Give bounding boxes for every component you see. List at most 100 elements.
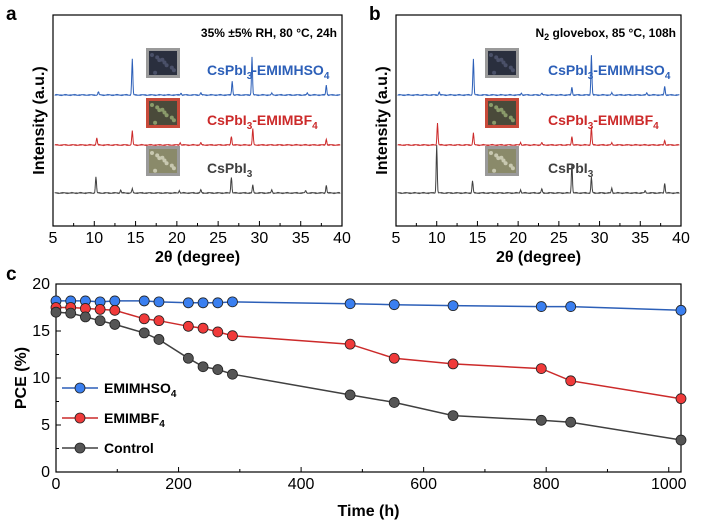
sample-photo-speck xyxy=(499,155,504,160)
series-name-part: -EMIMHSO xyxy=(252,62,324,78)
pce-point xyxy=(227,368,238,380)
series-name-part: -EMIMHSO xyxy=(593,62,665,78)
y-tick-label: 0 xyxy=(41,464,50,481)
x-tick-label: 1000 xyxy=(651,476,687,493)
sample-photo xyxy=(485,98,519,128)
pce-point xyxy=(388,397,400,408)
pce-point xyxy=(565,375,577,387)
sample-photo-speck xyxy=(160,107,165,112)
sample-photo-speck xyxy=(492,70,497,75)
series-name-sub: 4 xyxy=(324,71,330,82)
sample-photo-speck xyxy=(503,161,508,166)
pce-point xyxy=(197,297,209,309)
sample-photo-speck xyxy=(489,103,493,107)
sample-photo-speck xyxy=(160,155,165,160)
x-tick-label: 5 xyxy=(49,230,58,247)
pce-point xyxy=(535,414,547,426)
pce-point xyxy=(344,389,356,401)
pce-point xyxy=(182,297,194,309)
series-label: CsPbI3-EMIMHSO4 xyxy=(548,62,671,82)
sample-photo-speck xyxy=(508,115,513,120)
sample-photo-speck xyxy=(150,103,154,107)
x-tick-label: 0 xyxy=(52,476,61,493)
legend-marker xyxy=(74,442,86,454)
legend-marker xyxy=(74,382,86,394)
sample-photo-speck xyxy=(510,166,515,171)
series-label: CsPbI3-EMIMBF4 xyxy=(548,112,659,132)
pce-point xyxy=(447,410,459,422)
sample-photo-speck xyxy=(496,58,501,63)
sample-photo-speck xyxy=(150,53,154,57)
sample-photo-speck xyxy=(499,107,504,112)
y-axis-title: Intensity (a.u.) xyxy=(374,66,391,174)
series-name-sub: 3 xyxy=(247,169,253,180)
pce-point xyxy=(212,364,224,375)
sample-photo-speck xyxy=(155,105,160,110)
pce-point xyxy=(197,322,209,334)
sample-photo-speck xyxy=(496,156,501,161)
condition-label: 35% ±5% RH, 80 °C, 24h xyxy=(201,26,337,40)
y-tick-label: 5 xyxy=(41,417,50,434)
sample-photo-speck xyxy=(164,113,169,118)
pce-point xyxy=(94,315,106,327)
pce-point xyxy=(227,296,238,308)
condition-sub: 2 xyxy=(544,32,549,42)
sample-photo-speck xyxy=(171,166,176,171)
pce-point xyxy=(447,300,459,312)
series-name-part: CsPbI xyxy=(548,160,588,176)
sample-photo-speck xyxy=(171,68,176,73)
series-label: CsPbI3-EMIMHSO4 xyxy=(207,62,330,82)
series-label: CsPbI3-EMIMBF4 xyxy=(207,112,318,132)
sample-photo-speck xyxy=(494,105,499,110)
x-tick-label: 35 xyxy=(631,230,649,247)
sample-photo-speck xyxy=(503,113,508,118)
sample-photo xyxy=(146,146,180,176)
series-name-part: CsPbI xyxy=(207,160,247,176)
sample-photo-speck xyxy=(169,163,174,168)
sample-photo-speck xyxy=(501,60,506,65)
sample-photo-speck xyxy=(171,118,176,123)
panel-c: c 0 200 400 600 800 1000 0 5 10 15 20 Time (h) PCE (%… xyxy=(6,264,687,520)
series-name-sub: 4 xyxy=(312,121,318,132)
sample-photo-speck xyxy=(162,60,167,65)
x-tick-label: 25 xyxy=(209,230,227,247)
pce-point xyxy=(182,320,194,332)
sample-photo xyxy=(146,98,180,128)
series-name-part: CsPbI xyxy=(548,112,588,128)
condition-text: 35% ±5% RH, 80 °C, 24h xyxy=(201,26,337,40)
legend-label-main: EMIMBF xyxy=(104,410,160,426)
sample-photo-speck xyxy=(494,55,499,60)
sample-photo-speck xyxy=(157,156,162,161)
pce-point xyxy=(344,338,356,350)
series-name-sub: 3 xyxy=(588,71,594,82)
sample-photo-speck xyxy=(150,151,154,155)
y-axis-title: Intensity (a.u.) xyxy=(31,66,48,174)
pce-point xyxy=(227,330,238,342)
legend-label-sub: 4 xyxy=(171,389,177,400)
series-name-part: CsPbI xyxy=(207,62,247,78)
pce-point xyxy=(153,296,165,308)
pce-point xyxy=(109,319,121,330)
sample-photo-speck xyxy=(492,168,497,173)
sample-photo-speck xyxy=(508,65,513,70)
pce-series-line xyxy=(56,300,682,312)
pce-point xyxy=(344,298,356,310)
pce-point xyxy=(212,297,224,309)
condition-label: N2 glovebox, 85 °C, 108h xyxy=(535,26,676,42)
x-tick-label: 20 xyxy=(509,230,527,247)
sample-photo-speck xyxy=(157,108,162,113)
sample-photo-speck xyxy=(153,120,158,125)
x-tick-label: 15 xyxy=(469,230,487,247)
pce-point xyxy=(138,295,150,307)
sample-photo-speck xyxy=(169,115,174,120)
sample-photo-speck xyxy=(510,68,515,73)
pce-point xyxy=(197,361,209,373)
x-tick-label: 30 xyxy=(591,230,609,247)
pce-point xyxy=(94,303,106,315)
pce-point xyxy=(675,393,687,405)
sample-photo-speck xyxy=(164,161,169,166)
pce-point xyxy=(138,327,150,339)
xrd-series-line xyxy=(397,144,680,195)
x-tick-label: 800 xyxy=(533,476,560,493)
series-label: CsPbI3 xyxy=(548,160,594,180)
